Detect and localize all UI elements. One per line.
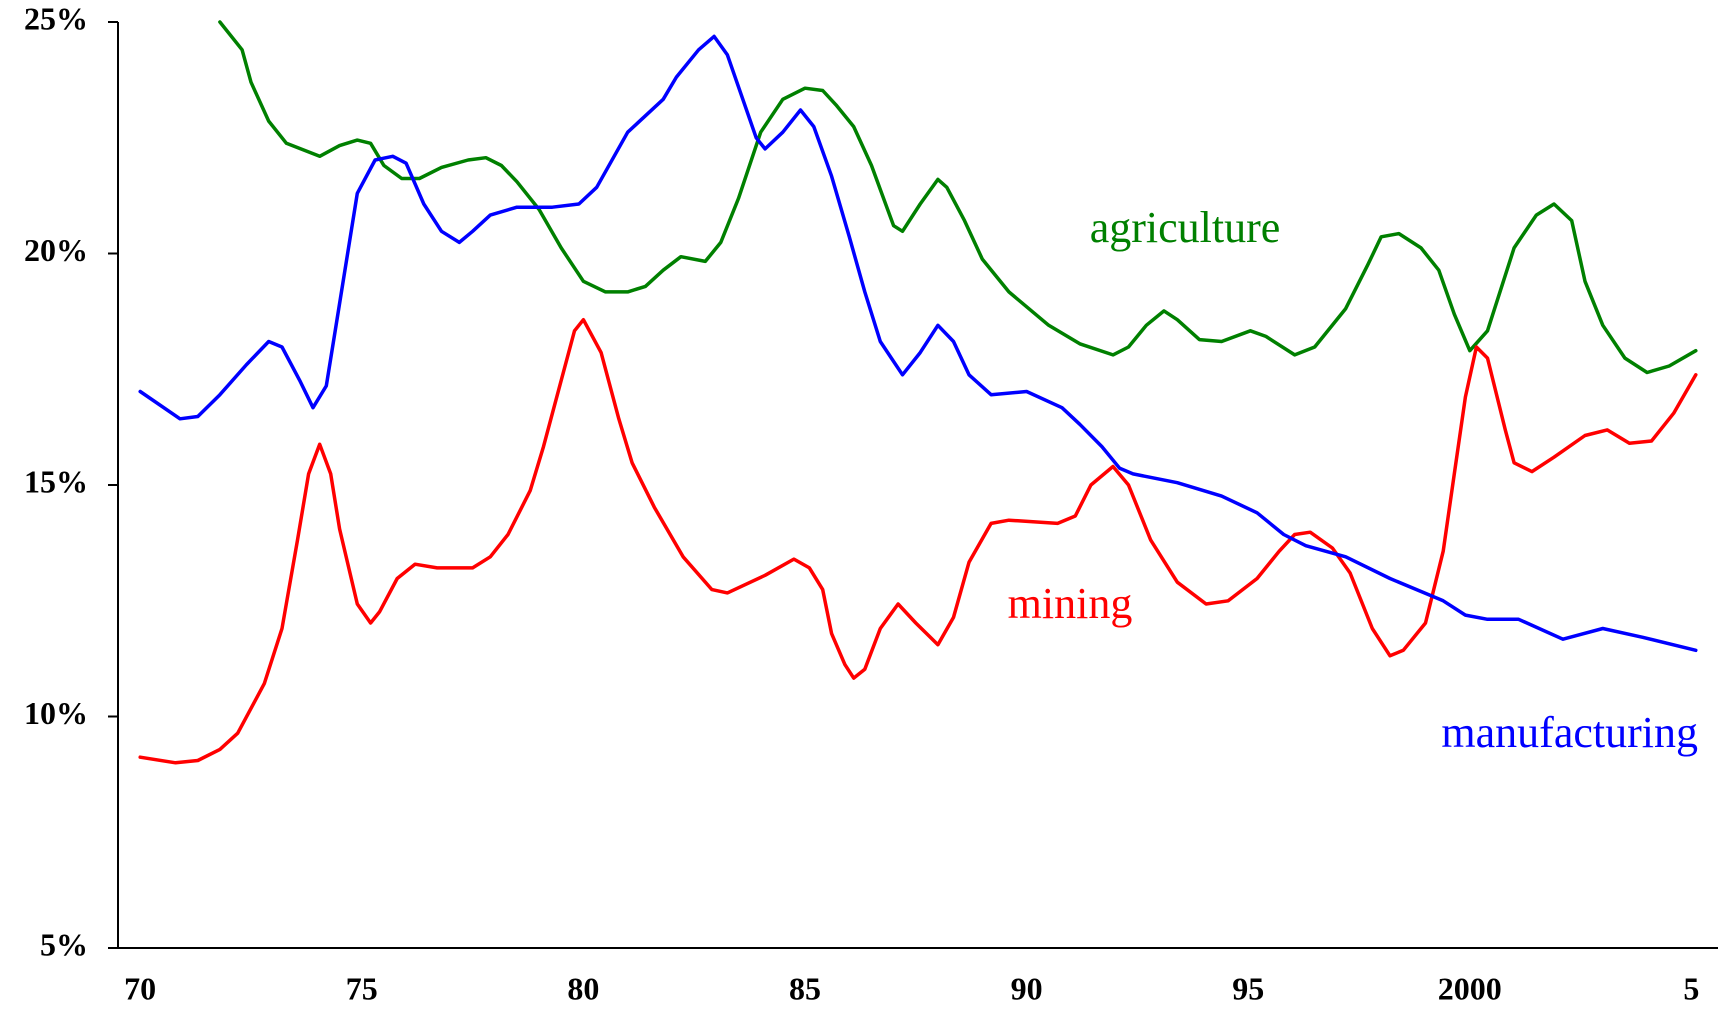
series-line — [138, 317, 1698, 765]
y-tick-label: 20% — [24, 232, 88, 268]
series-line — [138, 34, 1698, 653]
x-tick-label: 2000 — [1438, 970, 1502, 1006]
x-tick-label: 70 — [124, 970, 156, 1006]
y-tick-label: 10% — [24, 695, 88, 731]
x-tick-label: 90 — [1011, 970, 1043, 1006]
series-line — [218, 20, 1698, 375]
series-label: mining — [1008, 579, 1133, 628]
x-tick-label: 75 — [346, 970, 378, 1006]
series-label: manufacturing — [1441, 708, 1698, 757]
y-tick-label: 5% — [40, 926, 88, 962]
y-tick-label: 25% — [24, 0, 88, 36]
x-tick-label: 80 — [567, 970, 599, 1006]
x-tick-label: 5 — [1683, 970, 1699, 1006]
series-label: agriculture — [1090, 203, 1281, 252]
y-tick-label: 15% — [24, 463, 88, 499]
x-tick-label: 85 — [789, 970, 821, 1006]
x-tick-label: 95 — [1232, 970, 1264, 1006]
